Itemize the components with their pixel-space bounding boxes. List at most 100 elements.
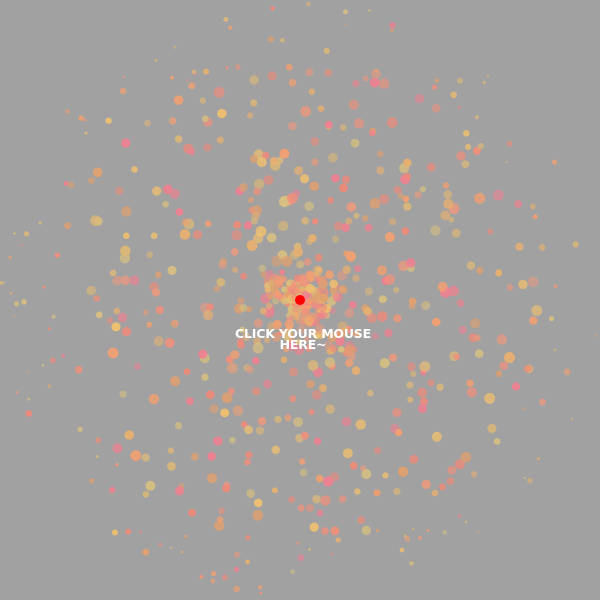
particle — [14, 301, 19, 307]
particle — [65, 109, 70, 114]
particle — [64, 222, 71, 230]
particle — [484, 392, 496, 404]
particle — [327, 331, 338, 342]
particle — [87, 177, 95, 184]
particle — [88, 478, 95, 484]
particle — [376, 529, 380, 533]
particle — [284, 414, 292, 422]
particle — [529, 316, 538, 325]
particle — [305, 284, 315, 294]
particle — [410, 370, 417, 377]
particle — [407, 396, 414, 403]
particle — [342, 448, 353, 459]
particle — [21, 299, 27, 305]
particle — [13, 232, 16, 235]
particle — [287, 193, 298, 204]
particle — [308, 408, 315, 416]
particle — [265, 302, 273, 310]
particle — [228, 25, 233, 30]
particle — [170, 319, 179, 328]
particle — [338, 285, 348, 294]
particle — [312, 292, 323, 302]
particle — [427, 379, 435, 387]
particle — [438, 483, 446, 491]
particle — [203, 309, 214, 321]
particle — [339, 183, 348, 193]
particle — [314, 271, 320, 277]
particle — [454, 459, 465, 470]
particle — [418, 536, 423, 540]
particle — [232, 405, 244, 416]
particle — [308, 234, 317, 243]
particle — [472, 146, 481, 155]
particle — [378, 295, 387, 304]
particle — [338, 495, 347, 503]
particle — [123, 232, 130, 239]
particle — [249, 75, 259, 85]
particle — [378, 78, 390, 89]
particle — [240, 421, 248, 428]
particle — [402, 195, 410, 203]
particle — [263, 379, 272, 389]
particle — [539, 398, 546, 406]
particle — [247, 196, 255, 203]
particle — [458, 325, 467, 335]
particle — [572, 241, 579, 248]
particle — [188, 508, 196, 517]
particle — [245, 559, 250, 565]
particle — [112, 443, 123, 454]
particle — [342, 265, 351, 274]
particle — [229, 437, 236, 444]
particle — [119, 87, 127, 95]
particle — [38, 221, 42, 225]
particle — [319, 384, 327, 393]
particle — [386, 117, 398, 128]
particle — [434, 78, 440, 83]
particle — [448, 216, 455, 223]
particle — [0, 281, 3, 285]
particle — [353, 118, 365, 129]
particle — [227, 362, 238, 374]
particle — [430, 225, 441, 236]
particle — [167, 447, 175, 454]
particle — [146, 251, 154, 259]
particle — [310, 137, 320, 146]
particle — [297, 504, 305, 512]
particle — [256, 157, 267, 168]
particle — [239, 183, 248, 192]
particle — [203, 68, 210, 75]
particle — [280, 38, 285, 43]
particle — [262, 151, 270, 160]
particle — [393, 314, 402, 323]
particle — [259, 591, 263, 595]
particle — [395, 428, 403, 437]
particle — [130, 450, 142, 462]
particle — [306, 504, 314, 513]
particle — [457, 106, 461, 109]
particle — [348, 301, 357, 309]
particle — [27, 371, 30, 374]
particle — [307, 271, 314, 278]
particle — [188, 82, 196, 90]
particle — [354, 265, 362, 273]
particle — [337, 346, 345, 353]
particle — [414, 93, 425, 104]
particle — [343, 9, 348, 15]
particle — [432, 317, 441, 327]
particle — [331, 552, 334, 556]
particle — [180, 550, 184, 554]
particle — [122, 75, 125, 79]
particle — [414, 191, 422, 199]
particle — [276, 331, 283, 337]
particle — [115, 463, 119, 467]
particle — [421, 301, 431, 310]
particle — [230, 350, 240, 360]
particle — [289, 395, 297, 403]
particle — [144, 119, 151, 127]
particle — [307, 312, 317, 323]
particle — [206, 473, 218, 484]
particle — [368, 9, 371, 12]
particle — [305, 298, 313, 305]
particle — [332, 292, 343, 303]
